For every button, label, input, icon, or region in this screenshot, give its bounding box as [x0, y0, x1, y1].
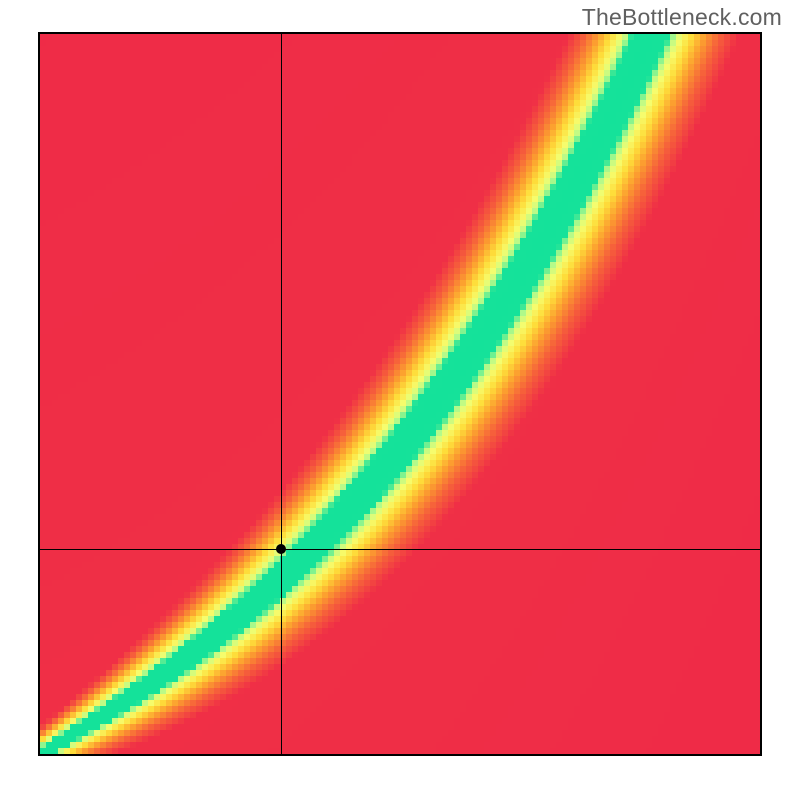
watermark-text: TheBottleneck.com	[582, 4, 782, 31]
figure-root: TheBottleneck.com	[0, 0, 800, 800]
heatmap-plot	[38, 32, 762, 756]
heatmap-canvas	[40, 34, 760, 754]
